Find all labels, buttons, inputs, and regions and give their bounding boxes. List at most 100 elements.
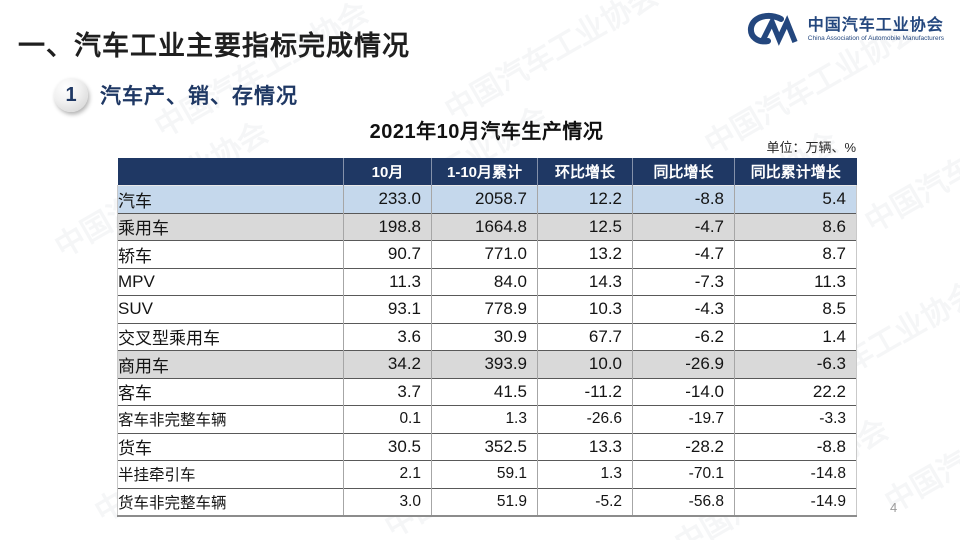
cell-value: 233.0 xyxy=(343,185,432,213)
cell-value: 59.1 xyxy=(431,460,538,488)
row-label: 半挂牵引车 xyxy=(117,460,344,488)
row-label: 客车非完整车辆 xyxy=(117,405,344,433)
cell-value: -56.8 xyxy=(632,488,735,516)
cell-value: 3.0 xyxy=(343,488,432,516)
logo-name-en: China Association of Automobile Manufact… xyxy=(807,35,944,43)
watermark-text: 中国汽车工业协会 xyxy=(859,90,960,240)
cell-value: 3.7 xyxy=(343,378,432,406)
cell-value: -6.3 xyxy=(734,350,857,378)
caam-logo-text: 中国汽车工业协会 China Association of Automobile… xyxy=(808,17,944,43)
watermark-text: 中国汽车工业协会 xyxy=(879,370,960,520)
table-row: 客车 3.7 41.5 -11.2 -14.0 22.2 xyxy=(117,378,857,406)
table-title: 2021年10月汽车生产情况 xyxy=(369,121,604,143)
table-row: 货车 30.5 352.5 13.3 -28.2 -8.8 xyxy=(117,433,857,461)
cell-value: 8.7 xyxy=(734,240,857,268)
caam-logo: 中国汽车工业协会 China Association of Automobile… xyxy=(745,12,944,48)
table-row: MPV 11.3 84.0 14.3 -7.3 11.3 xyxy=(117,268,857,296)
production-table: 10月 1-10月累计 环比增长 同比增长 同比累计增长 汽车 233.0 2058.7 12.… xyxy=(117,158,857,517)
row-label: 货车 xyxy=(117,433,344,461)
cell-value: 11.3 xyxy=(734,268,857,296)
cell-value: 198.8 xyxy=(343,213,432,241)
section-number-badge: 1 xyxy=(54,78,88,112)
cell-value: 12.5 xyxy=(537,213,633,241)
cell-value: 10.0 xyxy=(537,350,633,378)
column-header: 1-10月累计 xyxy=(431,158,538,186)
cell-value: 67.7 xyxy=(537,323,633,351)
row-label: 客车 xyxy=(117,378,344,406)
cell-value: 12.2 xyxy=(537,185,633,213)
cell-value: 30.5 xyxy=(343,433,432,461)
cell-value: 51.9 xyxy=(431,488,538,516)
column-header: 10月 xyxy=(343,158,432,186)
table-row: 客车非完整车辆 0.1 1.3 -26.6 -19.7 -3.3 xyxy=(117,405,857,433)
cell-value: -28.2 xyxy=(632,433,735,461)
cell-value: 10.3 xyxy=(537,295,633,323)
caam-logo-icon xyxy=(747,13,798,46)
table-header-row: 10月 1-10月累计 环比增长 同比增长 同比累计增长 xyxy=(117,158,857,186)
cell-value: 2.1 xyxy=(343,460,432,488)
cell-value: 11.3 xyxy=(343,268,432,296)
cell-value: 3.6 xyxy=(343,323,432,351)
page-number: 4 xyxy=(890,500,898,515)
cell-value: -14.0 xyxy=(632,378,735,406)
page-title: 一、汽车工业主要指标完成情况 xyxy=(18,31,410,61)
cell-value: -70.1 xyxy=(632,460,735,488)
cell-value: -8.8 xyxy=(734,433,857,461)
table-row: 乘用车 198.8 1664.8 12.5 -4.7 8.6 xyxy=(117,213,857,241)
cell-value: 93.1 xyxy=(343,295,432,323)
unit-label: 单位：万辆、% xyxy=(766,140,856,155)
cell-value: 1.3 xyxy=(537,460,633,488)
table-row: SUV 93.1 778.9 10.3 -4.3 8.5 xyxy=(117,295,857,323)
cell-value: -4.7 xyxy=(632,240,735,268)
cell-value: -19.7 xyxy=(632,405,735,433)
cell-value: 2058.7 xyxy=(431,185,538,213)
cell-value: -14.9 xyxy=(734,488,857,516)
table-row: 货车非完整车辆 3.0 51.9 -5.2 -56.8 -14.9 xyxy=(117,488,857,516)
column-header: 环比增长 xyxy=(537,158,633,186)
logo-name-cn: 中国汽车工业协会 xyxy=(807,17,944,35)
cell-value: 8.6 xyxy=(734,213,857,241)
row-label: 乘用车 xyxy=(117,213,344,241)
cell-value: 1664.8 xyxy=(431,213,538,241)
row-label: 汽车 xyxy=(117,185,344,213)
cell-value: 1.4 xyxy=(734,323,857,351)
cell-value: 41.5 xyxy=(431,378,538,406)
section-heading: 1 汽车产、销、存情况 xyxy=(54,78,298,112)
cell-value: -26.9 xyxy=(632,350,735,378)
cell-value: 0.1 xyxy=(343,405,432,433)
cell-value: 13.2 xyxy=(537,240,633,268)
cell-value: -5.2 xyxy=(537,488,633,516)
cell-value: 352.5 xyxy=(431,433,538,461)
cell-value: -26.6 xyxy=(537,405,633,433)
table-row: 汽车 233.0 2058.7 12.2 -8.8 5.4 xyxy=(117,185,857,213)
cell-value: 778.9 xyxy=(431,295,538,323)
cell-value: 84.0 xyxy=(431,268,538,296)
cell-value: 771.0 xyxy=(431,240,538,268)
row-label: 货车非完整车辆 xyxy=(117,488,344,516)
row-label: SUV xyxy=(117,295,344,323)
cell-value: 13.3 xyxy=(537,433,633,461)
column-header xyxy=(117,158,344,186)
row-label: MPV xyxy=(117,268,344,296)
cell-value: -6.2 xyxy=(632,323,735,351)
cell-value: -14.8 xyxy=(734,460,857,488)
cell-value: 1.3 xyxy=(431,405,538,433)
table-row: 交叉型乘用车 3.6 30.9 67.7 -6.2 1.4 xyxy=(117,323,857,351)
cell-value: -3.3 xyxy=(734,405,857,433)
cell-value: 90.7 xyxy=(343,240,432,268)
cell-value: 14.3 xyxy=(537,268,633,296)
cell-value: -4.3 xyxy=(632,295,735,323)
table-row: 半挂牵引车 2.1 59.1 1.3 -70.1 -14.8 xyxy=(117,460,857,488)
row-label: 交叉型乘用车 xyxy=(117,323,344,351)
table-row: 轿车 90.7 771.0 13.2 -4.7 8.7 xyxy=(117,240,857,268)
section-title: 汽车产、销、存情况 xyxy=(100,85,298,108)
cell-value: 22.2 xyxy=(734,378,857,406)
cell-value: 8.5 xyxy=(734,295,857,323)
cell-value: 393.9 xyxy=(431,350,538,378)
cell-value: -7.3 xyxy=(632,268,735,296)
column-header: 同比增长 xyxy=(632,158,735,186)
cell-value: -8.8 xyxy=(632,185,735,213)
cell-value: 34.2 xyxy=(343,350,432,378)
watermark-text: 中国汽车工业协会 xyxy=(439,0,664,128)
